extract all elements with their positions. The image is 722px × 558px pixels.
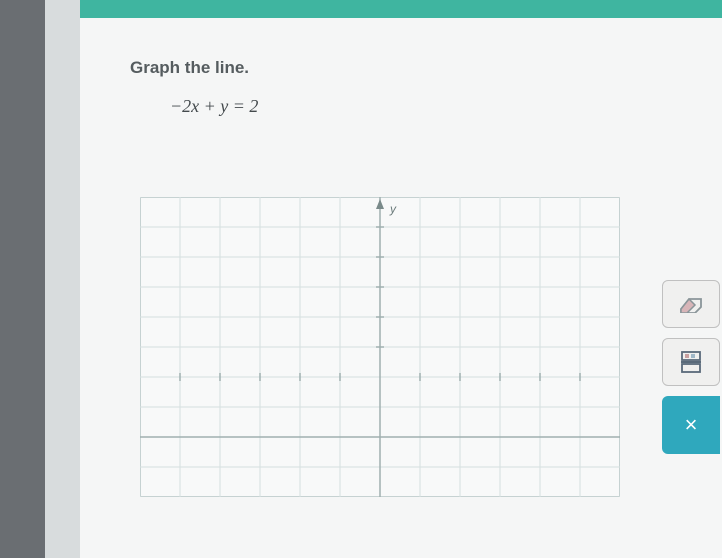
toolbar: × (662, 280, 722, 454)
content-area: Graph the line. −2x + y = 2 y (80, 18, 722, 558)
clear-icon: × (685, 412, 698, 438)
clear-button[interactable]: × (662, 396, 720, 454)
y-axis-label: y (389, 202, 397, 216)
top-header-bar (80, 0, 722, 18)
instruction-text: Graph the line. (130, 58, 692, 78)
coordinate-graph[interactable]: y (140, 197, 620, 497)
fraction-icon (679, 350, 703, 374)
fraction-button[interactable] (662, 338, 720, 386)
eraser-icon (677, 295, 705, 313)
eraser-button[interactable] (662, 280, 720, 328)
left-scrollbar-edge (0, 0, 45, 558)
equation-text: −2x + y = 2 (170, 96, 692, 117)
graph-svg[interactable]: y (140, 197, 620, 497)
